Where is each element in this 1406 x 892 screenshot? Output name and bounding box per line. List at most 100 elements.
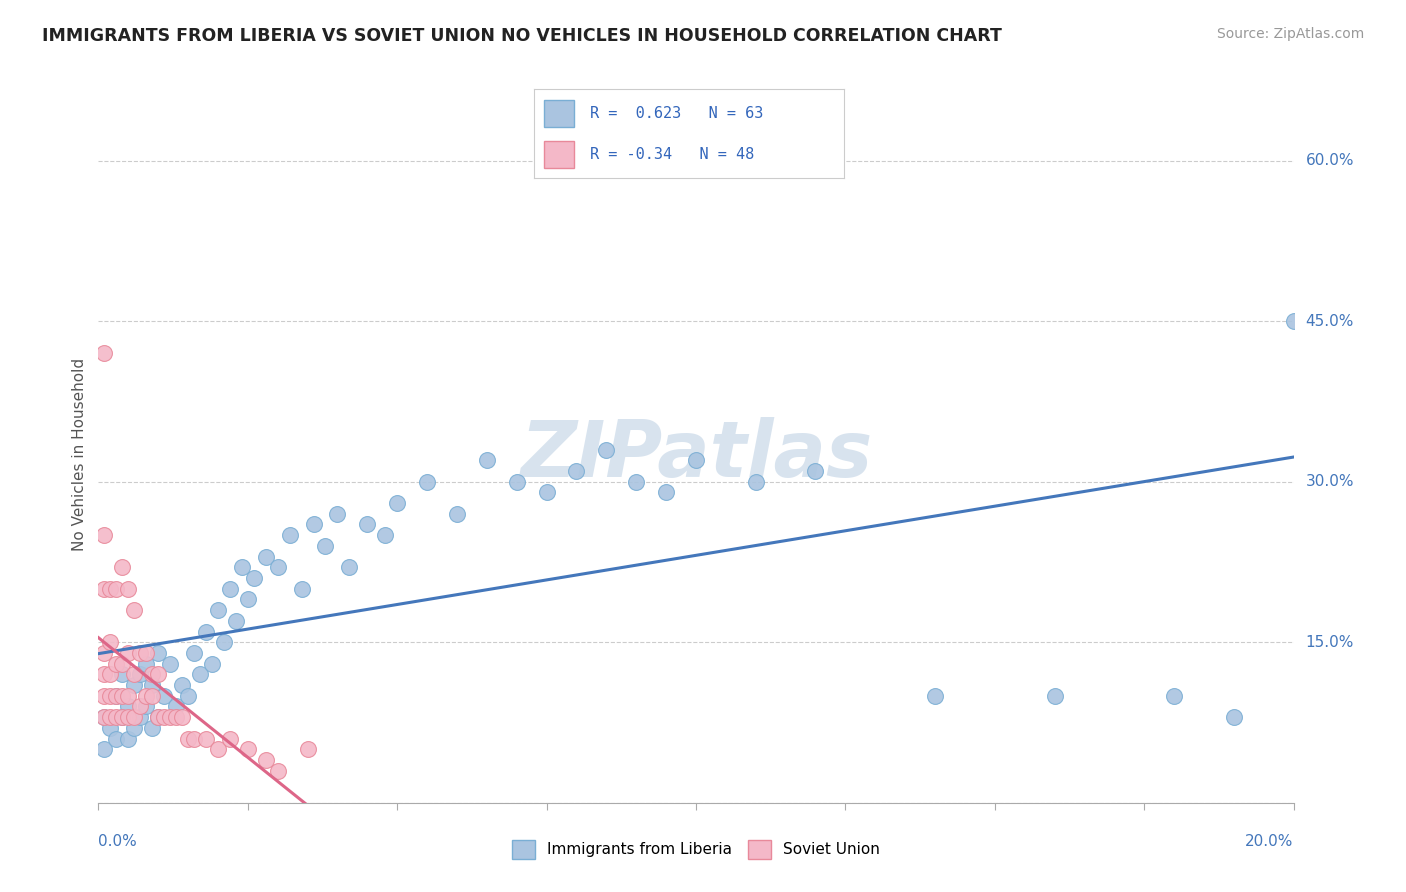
Point	[374, 528, 396, 542]
Point	[124, 678, 146, 692]
Point	[165, 710, 187, 724]
Point	[172, 710, 194, 724]
Point	[302, 517, 325, 532]
Point	[105, 689, 128, 703]
Point	[595, 442, 617, 457]
Point	[290, 582, 312, 596]
Text: IMMIGRANTS FROM LIBERIA VS SOVIET UNION NO VEHICLES IN HOUSEHOLD CORRELATION CHA: IMMIGRANTS FROM LIBERIA VS SOVIET UNION …	[42, 27, 1002, 45]
Point	[1163, 689, 1185, 703]
Point	[105, 731, 128, 746]
Point	[326, 507, 349, 521]
Point	[356, 517, 378, 532]
Point	[153, 689, 176, 703]
Point	[129, 710, 152, 724]
Point	[188, 667, 211, 681]
Point	[536, 485, 558, 500]
Legend: Immigrants from Liberia, Soviet Union: Immigrants from Liberia, Soviet Union	[506, 834, 886, 864]
Point	[98, 582, 122, 596]
Point	[135, 689, 157, 703]
Point	[124, 667, 146, 681]
Point	[98, 667, 122, 681]
Text: 20.0%: 20.0%	[1246, 834, 1294, 849]
Point	[117, 646, 139, 660]
Point	[93, 528, 115, 542]
Point	[267, 764, 290, 778]
Text: 15.0%: 15.0%	[1305, 635, 1354, 649]
Point	[148, 710, 170, 724]
Point	[159, 710, 181, 724]
Point	[212, 635, 235, 649]
Point	[124, 710, 146, 724]
Point	[172, 678, 194, 692]
Point	[219, 731, 242, 746]
Point	[565, 464, 588, 478]
Point	[183, 646, 205, 660]
Point	[98, 689, 122, 703]
Point	[506, 475, 529, 489]
Point	[117, 689, 139, 703]
Point	[111, 710, 134, 724]
Point	[93, 346, 115, 360]
Point	[141, 689, 163, 703]
Point	[135, 699, 157, 714]
Point	[111, 689, 134, 703]
Point	[111, 657, 134, 671]
Point	[117, 582, 139, 596]
Point	[385, 496, 409, 510]
Point	[111, 710, 134, 724]
Point	[153, 710, 176, 724]
Point	[194, 731, 218, 746]
Point	[124, 603, 146, 617]
Point	[141, 721, 163, 735]
Text: 60.0%: 60.0%	[1305, 153, 1354, 168]
Point	[111, 667, 134, 681]
Point	[111, 560, 134, 574]
Point	[93, 742, 115, 756]
Point	[141, 678, 163, 692]
Point	[98, 635, 122, 649]
Point	[219, 582, 242, 596]
Point	[804, 464, 827, 478]
Point	[93, 582, 115, 596]
Point	[446, 507, 468, 521]
Point	[148, 710, 170, 724]
Point	[117, 710, 139, 724]
Point	[1223, 710, 1246, 724]
Point	[105, 689, 128, 703]
Point	[278, 528, 301, 542]
Y-axis label: No Vehicles in Household: No Vehicles in Household	[72, 359, 87, 551]
Point	[207, 603, 229, 617]
Point	[129, 699, 152, 714]
Point	[297, 742, 319, 756]
Point	[93, 667, 115, 681]
Point	[159, 657, 181, 671]
Text: 30.0%: 30.0%	[1305, 475, 1354, 489]
Point	[93, 710, 115, 724]
FancyBboxPatch shape	[544, 141, 575, 168]
Point	[236, 592, 259, 607]
Point	[236, 742, 259, 756]
Point	[194, 624, 218, 639]
Text: 0.0%: 0.0%	[98, 834, 138, 849]
Point	[117, 731, 139, 746]
Point	[105, 657, 128, 671]
Point	[105, 582, 128, 596]
Point	[129, 646, 152, 660]
Point	[1043, 689, 1066, 703]
Point	[685, 453, 707, 467]
Text: ZIPatlas: ZIPatlas	[520, 417, 872, 493]
Point	[177, 731, 200, 746]
Point	[924, 689, 946, 703]
FancyBboxPatch shape	[544, 100, 575, 127]
Point	[183, 731, 205, 746]
Point	[141, 667, 163, 681]
Point	[177, 689, 200, 703]
Point	[254, 753, 277, 767]
Point	[148, 667, 170, 681]
Point	[135, 646, 157, 660]
Point	[165, 699, 187, 714]
Point	[105, 710, 128, 724]
Point	[98, 721, 122, 735]
Point	[655, 485, 678, 500]
Point	[267, 560, 290, 574]
